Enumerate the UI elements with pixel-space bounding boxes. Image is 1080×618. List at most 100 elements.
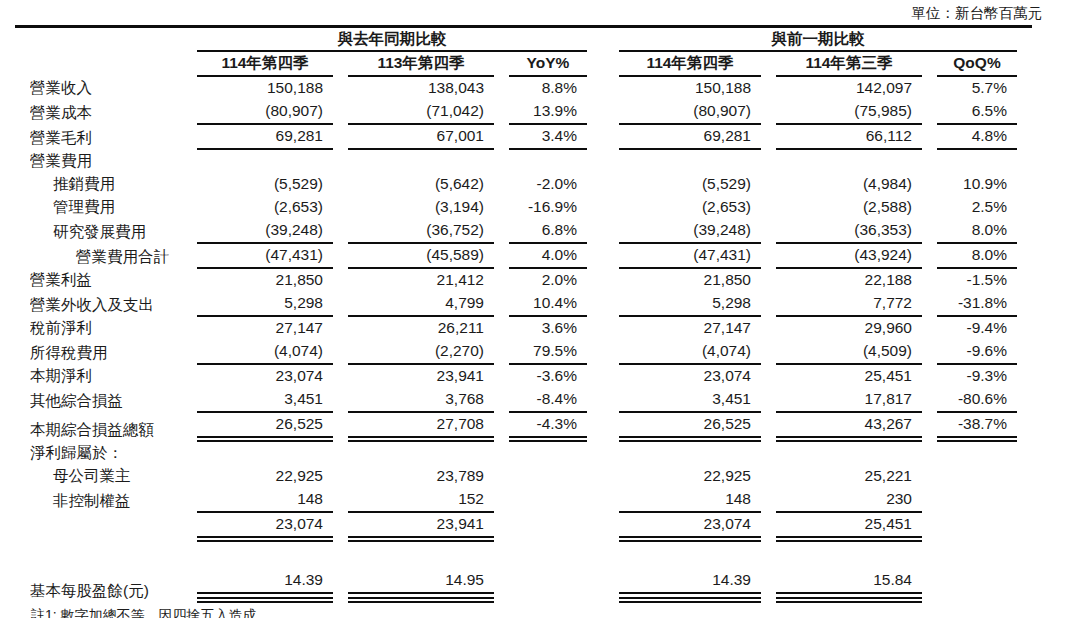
table-cell: 25,451 [776,513,922,542]
table-row: 營業費用 [30,150,1017,173]
table-cell: 27,708 [348,413,494,442]
table-cell: (4,509) [776,340,922,365]
table-cell: (3,194) [348,196,494,219]
row-label: 研究發展費用 [30,219,182,244]
column-gap [602,52,604,77]
row-label: 營業利益 [30,269,182,292]
spacer-row [30,542,1017,569]
table-row: 23,07423,94123,07425,451 [30,513,1017,542]
table-cell: 22,925 [619,465,761,488]
table-cell: 79.5% [509,340,587,365]
table-cell: 4,799 [348,292,494,317]
table-row: 研究發展費用(39,248)(36,752)6.8%(39,248)(36,35… [30,219,1017,244]
column-gap [602,269,604,292]
table-row: 所得稅費用(4,074)(2,270)79.5%(4,074)(4,509)-9… [30,340,1017,365]
table-cell: -1.5% [937,269,1017,292]
table-cell: (39,248) [619,219,761,244]
row-label [30,513,182,542]
table-cell: 3,451 [197,388,333,413]
row-label: 本期淨利 [30,365,182,388]
table-cell: 22,925 [197,465,333,488]
table-cell [937,465,1017,488]
group-header-row: 與去年同期比較 與前一期比較 [30,28,1017,52]
column-header-q3-114: 114年第三季 [776,52,922,77]
row-label: 本期綜合損益總額 [30,413,182,442]
table-cell: 6.8% [509,219,587,244]
blank-corner [30,28,182,52]
row-label: 基本每股盈餘(元) [30,569,182,603]
table-cell: 5,298 [197,292,333,317]
column-gap [602,442,604,465]
table-cell: 23,074 [619,365,761,388]
table-cell: -31.8% [937,292,1017,317]
table-cell: (43,924) [776,244,922,269]
table-cell: (36,353) [776,219,922,244]
table-cell: 23,941 [348,513,494,542]
table-cell: 27,147 [619,317,761,340]
table-cell: 8.0% [937,244,1017,269]
table-cell: -9.6% [937,340,1017,365]
table-cell: 8.0% [937,219,1017,244]
column-gap [602,413,604,442]
table-cell: 25,451 [776,365,922,388]
row-label: 營業收入 [30,77,182,100]
group-header-qoq-compare: 與前一期比較 [619,28,1017,52]
table-cell: 29,960 [776,317,922,340]
table-row: 淨利歸屬於： [30,442,1017,465]
row-label: 營業毛利 [30,125,182,150]
table-cell: (4,984) [776,173,922,196]
table-cell [509,513,587,542]
column-gap [602,196,604,219]
table-cell: 15.84 [776,569,922,603]
column-gap [602,173,604,196]
column-gap [602,465,604,488]
table-cell: -2.0% [509,173,587,196]
group-header-yoy-compare: 與去年同期比較 [197,28,587,52]
table-cell: 3,451 [619,388,761,413]
row-label: 其他綜合損益 [30,388,182,413]
table-cell: (4,074) [197,340,333,365]
row-label: 營業外收入及支出 [30,292,182,317]
table-cell: (45,589) [348,244,494,269]
table-cell: -9.4% [937,317,1017,340]
financial-report-page: 單位：新台幣百萬元 與去年同期比較 與前一期比較 114年第四季 113年第四季… [0,0,1080,618]
column-header-q4-114-qoq: 114年第四季 [619,52,761,77]
table-cell [937,488,1017,513]
row-label: 營業成本 [30,100,182,125]
table-cell-value: 14.39 [619,569,761,594]
table-cell: 150,188 [197,77,333,100]
table-cell: 67,001 [348,125,494,150]
table-row: 其他綜合損益3,4513,768-8.4%3,45117,817-80.6% [30,388,1017,413]
table-cell: 2.5% [937,196,1017,219]
table-cell: 23,789 [348,465,494,488]
table-cell: (2,653) [197,196,333,219]
row-label: 稅前淨利 [30,317,182,340]
table-cell: (2,653) [619,196,761,219]
table-cell [509,488,587,513]
table-cell: 21,412 [348,269,494,292]
table-cell-value: 15.84 [776,569,922,594]
table-cell: (71,042) [348,100,494,125]
table-row: 管理費用(2,653)(3,194)-16.9%(2,653)(2,588)2.… [30,196,1017,219]
table-cell: 148 [619,488,761,513]
table-cell: 148 [197,488,333,513]
column-gap [602,292,604,317]
table-cell: 3.4% [509,125,587,150]
table-cell: 7,772 [776,292,922,317]
column-gap [602,513,604,542]
table-cell [937,569,1017,603]
table-cell [348,150,494,173]
table-cell: -38.7% [937,413,1017,442]
table-row: 稅前淨利27,14726,2113.6%27,14729,960-9.4% [30,317,1017,340]
table-cell: 14.95 [348,569,494,603]
table-cell: 10.4% [509,292,587,317]
table-cell [197,442,333,465]
table-row: 營業費用合計(47,431)(45,589)4.0%(47,431)(43,92… [30,244,1017,269]
table-cell: -80.6% [937,388,1017,413]
column-gap [602,317,604,340]
table-cell: 27,147 [197,317,333,340]
table-cell [776,150,922,173]
table-cell-value: 14.39 [197,569,333,594]
column-gap [602,150,604,173]
blank-corner [30,52,182,77]
